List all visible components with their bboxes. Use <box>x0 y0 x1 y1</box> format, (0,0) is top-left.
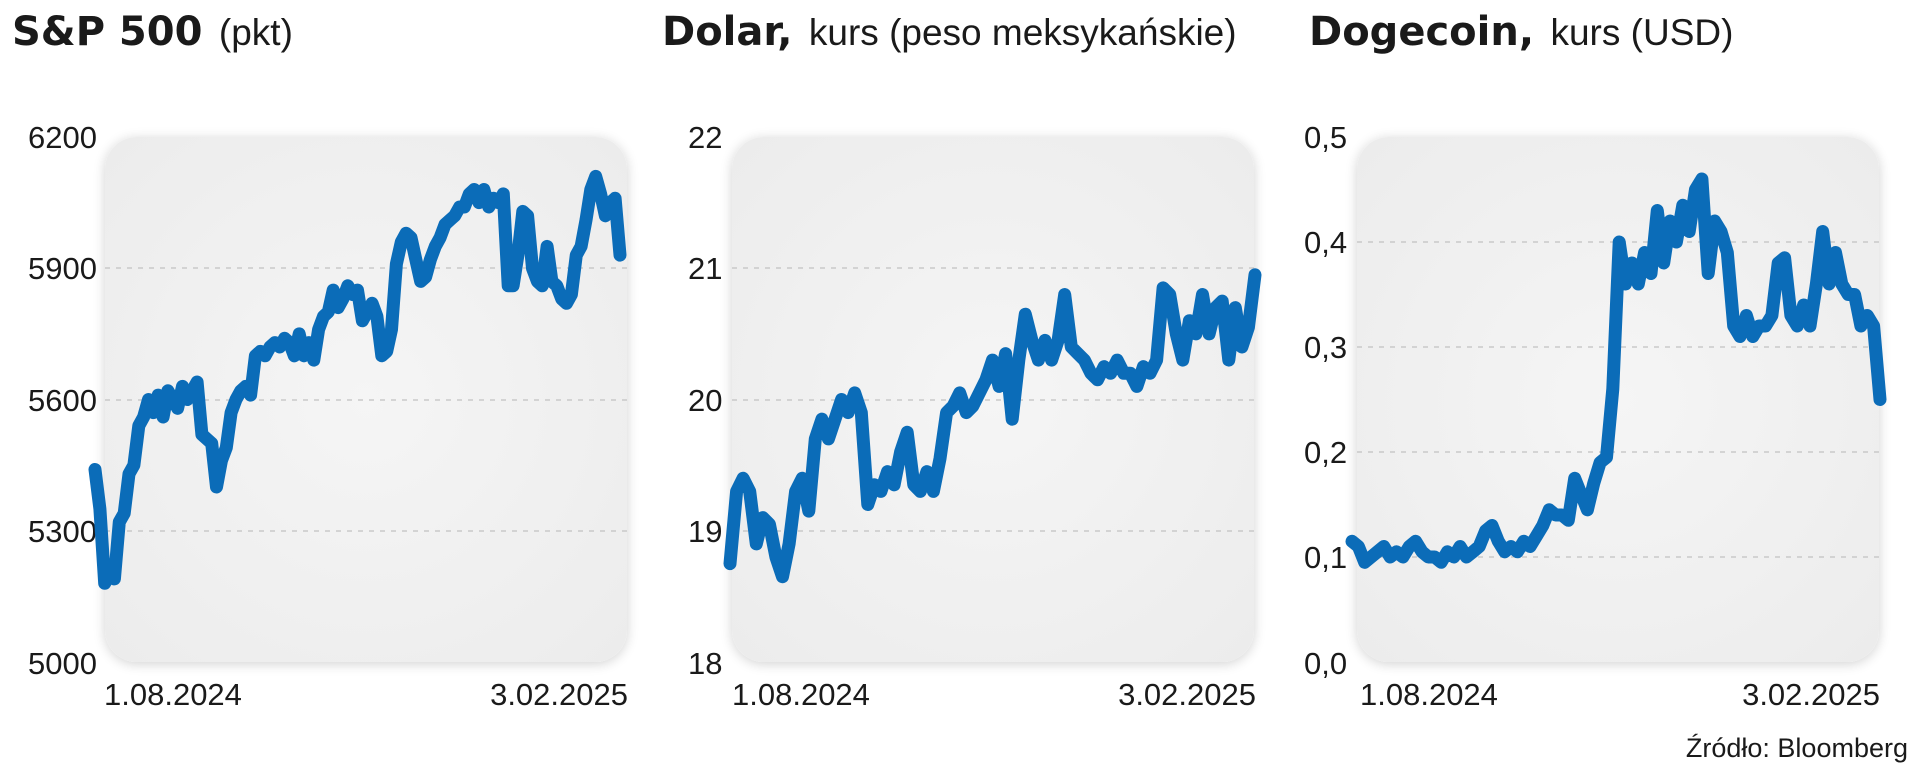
chart-title-bold: Dogecoin, <box>1309 9 1534 55</box>
x-start-label: 1.08.2024 <box>1360 677 1498 712</box>
y-tick-label: 5900 <box>28 251 97 286</box>
chart-title-rest: kurs (peso meksykańskie) <box>809 12 1237 53</box>
y-tick-label: 0,1 <box>1304 540 1347 575</box>
x-start-label: 1.08.2024 <box>104 677 242 712</box>
y-tick-label: 21 <box>688 251 722 286</box>
y-tick-label: 0,4 <box>1304 225 1347 260</box>
series-line-dolar <box>723 268 1262 584</box>
plot-panel <box>732 137 1254 662</box>
chart-title-rest: kurs (USD) <box>1550 12 1733 53</box>
y-tick-label: 6200 <box>28 120 97 155</box>
y-tick-label: 0,5 <box>1304 120 1347 155</box>
chart-dogecoin: Dogecoin, kurs (USD) 0,5 0,4 0,3 0,2 0,1… <box>1304 9 1887 712</box>
y-tick-label: 5600 <box>28 383 97 418</box>
y-tick-label: 18 <box>688 646 722 681</box>
source-note: Źródło: Bloomberg <box>1686 733 1908 763</box>
x-end-label: 3.02.2025 <box>490 677 628 712</box>
x-end-label: 3.02.2025 <box>1742 677 1880 712</box>
x-start-label: 1.08.2024 <box>732 677 870 712</box>
y-tick-label: 5300 <box>28 514 97 549</box>
series-line-sp500 <box>88 169 627 590</box>
y-tick-label: 0,0 <box>1304 646 1347 681</box>
y-tick-label: 5000 <box>28 646 97 681</box>
chart-title: Dogecoin, kurs (USD) <box>1309 9 1733 55</box>
chart-sp500: S&P 500 (pkt) 6200 5900 5600 5300 5000 1… <box>12 9 628 712</box>
chart-title: Dolar, kurs (peso meksykańskie) <box>662 9 1237 55</box>
x-end-label: 3.02.2025 <box>1118 677 1256 712</box>
chart-title-bold: S&P 500 <box>12 9 202 55</box>
y-tick-label: 0,2 <box>1304 435 1347 470</box>
chart-title: S&P 500 (pkt) <box>12 9 293 55</box>
y-tick-label: 19 <box>688 514 722 549</box>
chart-dolar: Dolar, kurs (peso meksykańskie) 22 21 20… <box>662 9 1262 712</box>
plot-panel <box>105 137 627 662</box>
y-axis-ticks: 0,5 0,4 0,3 0,2 0,1 0,0 <box>1304 120 1347 681</box>
y-axis-ticks: 22 21 20 19 18 <box>688 120 722 681</box>
chart-title-rest: (pkt) <box>219 12 293 53</box>
y-axis-ticks: 6200 5900 5600 5300 5000 <box>28 120 97 681</box>
series-line-dogecoin <box>1345 172 1887 569</box>
y-tick-label: 22 <box>688 120 722 155</box>
y-tick-label: 20 <box>688 383 722 418</box>
y-tick-label: 0,3 <box>1304 330 1347 365</box>
chart-title-bold: Dolar, <box>662 9 792 55</box>
